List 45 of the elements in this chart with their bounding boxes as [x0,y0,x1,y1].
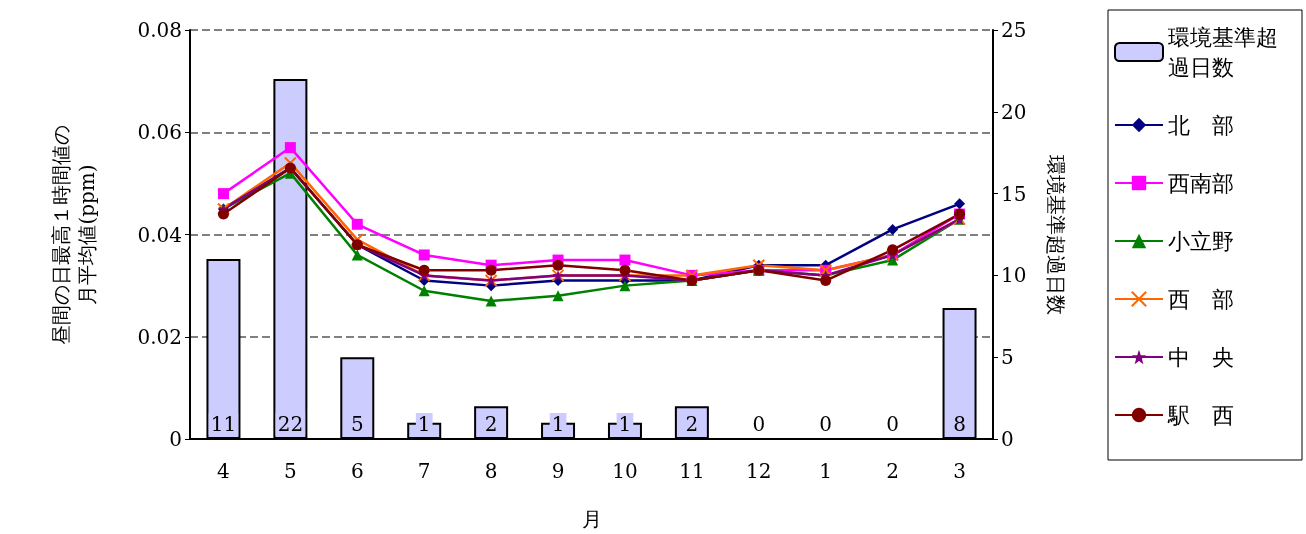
y2-tick-label: 20 [1001,99,1027,124]
data-label: 11 [210,412,237,436]
data-label: 2 [484,412,498,436]
y-tick-label: 0.02 [137,324,182,349]
data-label: 0 [886,412,899,436]
x-tick-label: 3 [953,459,966,483]
y2-tick-label: 0 [1001,427,1014,451]
x-tick-label: 5 [284,459,297,483]
x-tick-label: 10 [612,459,638,483]
y2-tick-label: 15 [1001,181,1027,206]
x-tick-label: 4 [217,459,230,483]
data-label: 0 [752,412,766,436]
legend-label: 北 部 [1168,112,1234,138]
y2-tick-label: 25 [1001,18,1027,42]
x-tick-label: 1 [819,459,833,483]
data-label: 1 [551,412,565,436]
y-tick-label: 0.08 [137,18,182,42]
legend-label: 中 央 [1168,344,1234,370]
y2-tick-label: 10 [1001,263,1027,288]
x-tick-label: 8 [484,459,498,483]
legend-label: 西南部 [1168,170,1234,196]
y-tick-label: 0 [169,427,182,451]
data-label: 5 [350,412,364,436]
y-axis-title: 昼間の日最高１時間値の月平均値(ppm) [49,124,99,345]
x-axis-title: 月 [581,507,602,531]
x-tick-label: 7 [417,459,431,483]
x-tick-label: 9 [551,459,565,483]
data-label: 22 [277,412,304,436]
y-tick-label: 0.06 [137,120,182,145]
legend-label: 西 部 [1168,286,1234,312]
legend-label: 小立野 [1168,228,1234,254]
x-tick-label: 11 [679,459,705,483]
y-tick-label: 0.04 [137,222,182,247]
y2-tick-label: 5 [1001,345,1014,370]
x-tick-label: 2 [886,459,899,483]
data-label: 1 [618,412,632,436]
x-tick-label: 12 [746,459,772,483]
y2-axis-title: 環境基準超過日数 [1044,154,1068,315]
data-label: 0 [819,412,833,436]
data-label: 1 [417,412,431,436]
x-tick-label: 6 [350,459,364,483]
data-label: 8 [953,412,966,436]
legend-label: 環境基準超過日数 [1168,24,1278,80]
data-label: 2 [685,412,699,436]
legend-label: 駅 西 [1167,402,1234,428]
